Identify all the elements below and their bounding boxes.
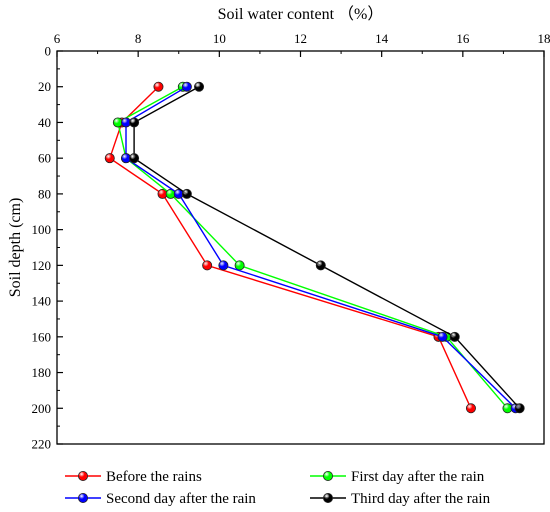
data-point <box>234 260 245 271</box>
y-tick-label: 200 <box>32 401 52 416</box>
y-tick-label: 180 <box>32 365 52 380</box>
legend-label: Second day after the rain <box>106 491 256 507</box>
legend-label: First day after the rain <box>351 469 485 485</box>
plot-frame <box>56 50 545 445</box>
data-point <box>449 331 460 342</box>
data-point <box>194 81 205 92</box>
series-layer <box>104 81 525 414</box>
legend-marker <box>78 470 89 481</box>
data-point <box>202 260 213 271</box>
series-4 <box>129 81 525 414</box>
y-tick-label: 80 <box>38 186 51 201</box>
data-point <box>514 403 525 414</box>
data-point <box>153 81 164 92</box>
series-3 <box>120 81 521 414</box>
x-tick-label: 12 <box>294 31 307 46</box>
data-point <box>465 403 476 414</box>
x-axis-title: Soil water content （%） <box>218 5 384 23</box>
data-point <box>181 81 192 92</box>
y-tick-label: 20 <box>38 79 51 94</box>
y-tick-label: 140 <box>32 294 52 309</box>
y-tick-label: 160 <box>32 329 52 344</box>
legend-item: Second day after the rain <box>65 491 256 507</box>
legend-marker <box>322 470 333 481</box>
legend-item: Third day after the rain <box>310 491 491 507</box>
y-tick-label: 100 <box>32 222 52 237</box>
legend-marker <box>78 492 89 503</box>
y-axis-title: Soil depth (cm) <box>7 198 24 298</box>
x-tick-label: 18 <box>538 31 550 46</box>
x-tick-label: 10 <box>213 31 226 46</box>
legend-item: Before the rains <box>65 469 202 485</box>
series-line <box>108 86 472 409</box>
x-tick-label: 8 <box>135 31 142 46</box>
x-tick-label: 6 <box>54 31 61 46</box>
data-point <box>129 117 140 128</box>
axes: 6 8 10 12 14 16 180204060801001201401601802002… <box>32 31 550 452</box>
data-point <box>104 153 115 164</box>
data-point <box>129 153 140 164</box>
data-point <box>315 260 326 271</box>
y-tick-label: 60 <box>38 151 51 166</box>
y-tick-label: 40 <box>38 115 51 130</box>
y-tick-label: 120 <box>32 258 52 273</box>
series-line <box>133 86 521 409</box>
data-point <box>218 260 229 271</box>
series-2 <box>112 81 513 414</box>
x-tick-label: 16 <box>456 31 470 46</box>
y-tick-label: 220 <box>32 437 52 452</box>
legend: Before the rains First day after the rain… <box>65 469 491 507</box>
series-line <box>125 86 517 409</box>
x-tick-label: 14 <box>375 31 389 46</box>
legend-label: Third day after the rain <box>351 491 491 507</box>
legend-marker <box>322 492 333 503</box>
data-point <box>437 331 448 342</box>
data-point <box>181 188 192 199</box>
y-tick-label: 0 <box>45 44 52 59</box>
legend-item: First day after the rain <box>310 469 485 485</box>
series-1 <box>104 81 476 414</box>
legend-label: Before the rains <box>106 469 202 485</box>
